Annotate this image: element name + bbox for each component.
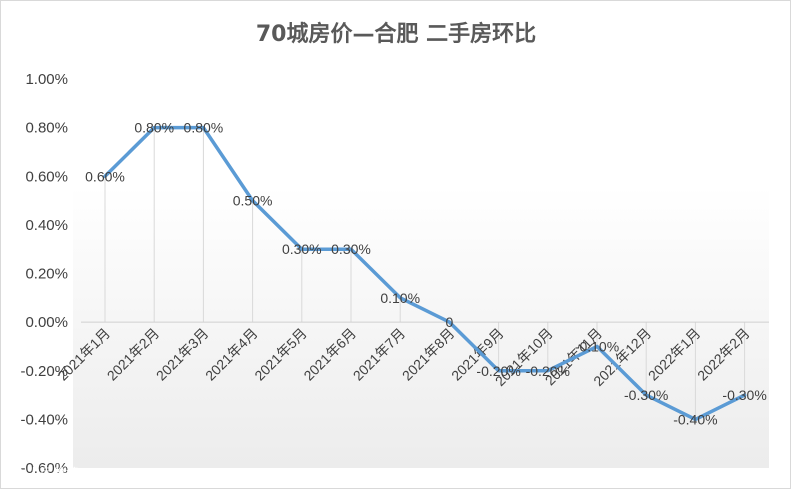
data-label: 0.60% <box>85 168 125 184</box>
watermark-logo-icon <box>9 466 23 480</box>
drop-lines <box>104 127 746 420</box>
y-axis-tick-labels: 1.00% 0.80% 0.60% 0.40% 0.20% 0.00% -0.20% -0.4… <box>20 71 68 477</box>
data-label: -0.30% <box>722 387 766 403</box>
data-label: 0.30% <box>282 241 322 257</box>
data-label: 0.80% <box>184 120 224 136</box>
plot-background <box>73 186 769 468</box>
y-tick-label: -0.60% <box>20 460 68 477</box>
y-tick-label: -0.20% <box>20 363 68 380</box>
y-tick-label: 0.80% <box>25 120 68 137</box>
data-labels: 0.60% 0.80% 0.80% 0.50% 0.30% 0.30% 0.10% 0 -0.2… <box>85 120 767 428</box>
data-label: -0.30% <box>624 387 668 403</box>
data-label: -0.10% <box>575 338 619 354</box>
data-label: 0.30% <box>331 241 371 257</box>
data-label: 0 <box>446 314 454 330</box>
y-tick-label: -0.40% <box>20 411 68 428</box>
y-tick-label: 0.40% <box>25 217 68 234</box>
data-label: 0.50% <box>233 193 273 209</box>
watermark: 人民跨境 <box>9 466 79 482</box>
y-tick-label: 0.00% <box>25 314 68 331</box>
y-tick-label: 1.00% <box>25 71 68 88</box>
data-label: -0.40% <box>673 411 717 427</box>
watermark-text: 人民跨境 <box>27 467 79 482</box>
data-label: 0.80% <box>134 120 174 136</box>
series-line <box>103 125 747 422</box>
data-label: -0.20% <box>526 363 570 379</box>
data-label: -0.20% <box>476 363 520 379</box>
y-tick-label: 0.20% <box>25 266 68 283</box>
chart-title: 70城房价—合肥 二手房环比 <box>256 21 536 47</box>
data-label: 0.10% <box>380 290 420 306</box>
y-tick-label: 0.60% <box>25 168 68 185</box>
